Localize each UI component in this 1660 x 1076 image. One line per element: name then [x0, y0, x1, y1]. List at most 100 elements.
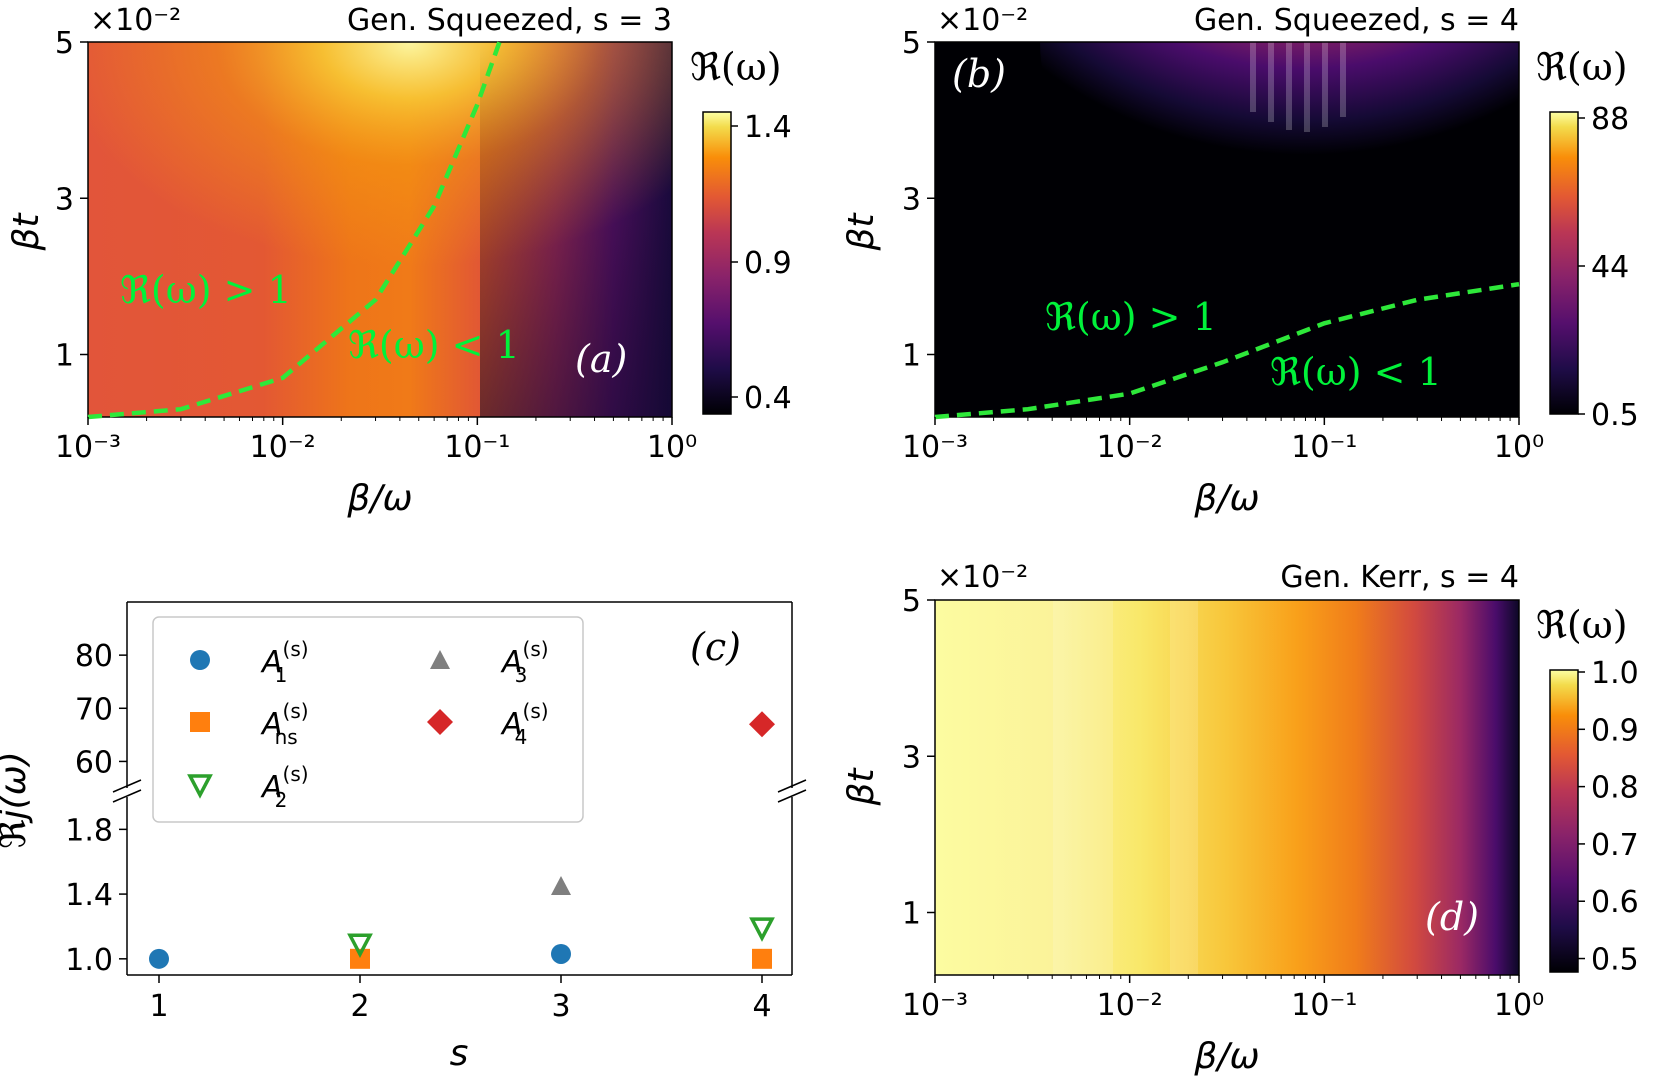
panel-d-cbar-tick: 0.8: [1591, 771, 1639, 806]
data-point-1: [149, 948, 169, 969]
legend-marker-2: [187, 774, 213, 799]
panel-a-heatmap: [88, 42, 672, 417]
ytick-label: 1: [902, 897, 921, 932]
ytick-label-lower: 1.8: [65, 813, 113, 848]
panel-b-colorbar-label: ℜ(ω): [1536, 45, 1628, 89]
panel-d-colorbar-label: ℜ(ω): [1536, 603, 1628, 647]
legend-label: A(s) 1: [260, 637, 309, 687]
ytick-label: 3: [55, 182, 74, 217]
panel-d-frame: [934, 599, 1520, 976]
legend-label: A(s) 4: [500, 699, 549, 749]
xtick-label: 10⁻³: [902, 988, 968, 1023]
panel-a-region-lower: ℜ(ω) < 1: [348, 323, 520, 367]
panel-a-cbar-tick-mid: 0.9: [744, 246, 792, 281]
panel-a-contour-line: [87, 41, 502, 420]
xtick-label: 10⁻²: [1097, 430, 1163, 465]
legend-label: A(s) 3: [500, 637, 549, 687]
ytick-label-lower: 1.0: [65, 943, 113, 978]
legend-label: A(s) ns: [260, 699, 309, 749]
panel-b-region-lower: ℜ(ω) < 1: [1270, 350, 1442, 394]
xtick-label: 4: [752, 989, 771, 1024]
panel-a-region-upper: ℜ(ω) > 1: [120, 268, 292, 312]
data-point-2: [347, 933, 373, 959]
panel-a-colorbar: [702, 111, 732, 415]
data-point-2: [749, 917, 775, 942]
data-point-4: [749, 711, 775, 738]
panel-b-title: Gen. Squeezed, s = 4: [1194, 3, 1519, 38]
panel-d-y-exponent: ×10⁻²: [937, 560, 1028, 595]
panel-c-tag: (c): [690, 625, 741, 669]
panel-d-cbar-tick: 0.6: [1591, 885, 1639, 920]
panel-b-frame: [934, 41, 1520, 418]
data-point-1: [551, 943, 571, 964]
ytick-label: 5: [55, 26, 74, 61]
ytick-label: 5: [902, 584, 921, 619]
panel-d-cbar-tick: 1.0: [1591, 656, 1639, 691]
panel-a-cbar-tick-bottom: 0.4: [744, 381, 792, 416]
ytick-label-upper: 80: [75, 639, 113, 674]
ytick-label: 1: [55, 339, 74, 374]
data-point-ns: [350, 948, 370, 969]
panel-d-ylabel: βt: [841, 767, 882, 807]
panel-b-cbar-tick-mid: 44: [1591, 250, 1629, 285]
panel-a-colorbar-label: ℜ(ω): [690, 45, 782, 89]
panel-a-y-exponent: ×10⁻²: [90, 3, 181, 38]
panel-d-heatmap: [935, 600, 1519, 975]
xtick-label: 10⁻¹: [444, 430, 510, 465]
panel-a-frame: [87, 41, 673, 418]
panel-d-colorbar: [1549, 669, 1579, 973]
panel-b-y-exponent: ×10⁻²: [937, 3, 1028, 38]
panel-d-cbar-tick: 0.7: [1591, 828, 1639, 863]
panel-a-ylabel: βt: [6, 212, 47, 252]
ytick-label-upper: 70: [75, 692, 113, 727]
ytick-label: 3: [902, 740, 921, 775]
panel-b-heatmap: [935, 42, 1519, 417]
legend-marker-4: [427, 709, 453, 735]
panel-d: 10⁻³ 10⁻² 10⁻¹ 10⁰ 1 3 5 ×10⁻² Gen. Kerr, s = …: [841, 560, 1639, 1076]
xtick-label: 10⁻¹: [1291, 988, 1357, 1023]
ytick-label: 3: [902, 182, 921, 217]
data-point-3: [551, 876, 571, 895]
legend-marker-ns: [190, 712, 210, 732]
panel-c-legend: [152, 616, 584, 823]
legend-marker-1: [190, 650, 210, 670]
xtick-label: 3: [551, 989, 570, 1024]
panel-c: 1 2 3 4 80 70 60 1.8 1.4 1.0 ℜj(ω) s (c) A(s) 1 A(s…: [0, 601, 807, 1074]
xtick-label: 1: [149, 989, 168, 1024]
panel-b: 10⁻³ 10⁻² 10⁻¹ 10⁰ 1 3 5 ×10⁻² Gen. Squeezed, …: [841, 3, 1639, 519]
panel-d-xlabel: β/ω: [1193, 1036, 1259, 1076]
panel-a-tag: (a): [575, 337, 627, 381]
panel-a: 10⁻³ 10⁻² 10⁻¹ 10⁰ 1 3 5 ×10⁻² Gen. Squeezed, …: [6, 3, 792, 519]
panel-b-contour-line: [934, 281, 1520, 420]
xtick-label: 10⁻²: [250, 430, 316, 465]
xtick-label: 10⁻²: [1097, 988, 1163, 1023]
panel-a-xlabel: β/ω: [346, 478, 412, 519]
legend-marker-3: [430, 650, 450, 669]
panel-d-title: Gen. Kerr, s = 4: [1280, 560, 1519, 595]
panel-b-colorbar: [1549, 111, 1579, 415]
xtick-label: 2: [350, 989, 369, 1024]
panel-b-cbar-tick-bottom: 0.5: [1591, 398, 1639, 433]
panel-a-cbar-tick-top: 1.4: [744, 110, 792, 145]
panel-a-title: Gen. Squeezed, s = 3: [347, 3, 672, 38]
ytick-label-upper: 60: [75, 745, 113, 780]
ytick-label: 1: [902, 339, 921, 374]
panel-b-tag: (b): [952, 52, 1006, 96]
ytick-label: 5: [902, 26, 921, 61]
panel-d-cbar-tick: 0.5: [1591, 943, 1639, 978]
panel-b-region-upper: ℜ(ω) > 1: [1045, 295, 1217, 339]
ytick-label-lower: 1.4: [65, 878, 113, 913]
legend-label: A(s) 2: [260, 762, 309, 812]
xtick-label: 10⁻³: [55, 430, 121, 465]
panel-b-ylabel: βt: [841, 212, 882, 252]
panel-c-xlabel: s: [450, 1033, 469, 1074]
panel-d-cbar-tick: 0.9: [1591, 713, 1639, 748]
xtick-label: 10⁻³: [902, 430, 968, 465]
panel-b-cbar-tick-top: 88: [1591, 102, 1629, 137]
xtick-label: 10⁰: [1494, 988, 1544, 1023]
xtick-label: 10⁰: [647, 430, 697, 465]
xtick-label: 10⁰: [1494, 430, 1544, 465]
panel-c-ylabel: ℜj(ω): [0, 751, 34, 849]
panel-b-xlabel: β/ω: [1193, 478, 1259, 519]
